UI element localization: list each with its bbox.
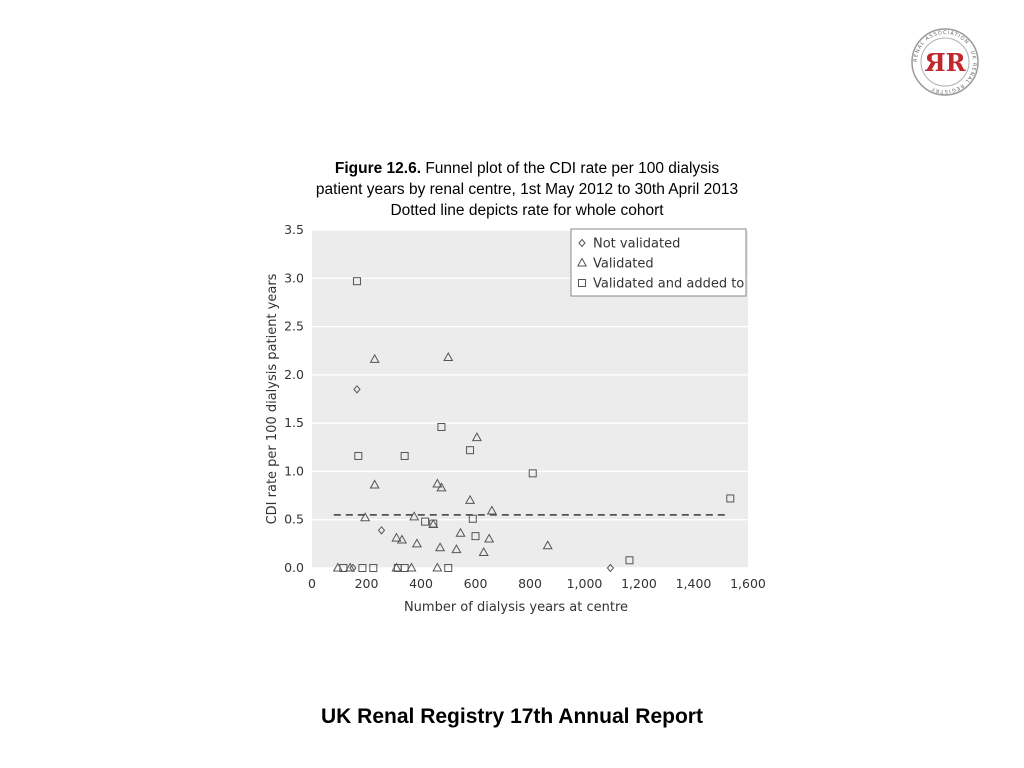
- triangle-point: [451, 544, 462, 554]
- square-point: [352, 277, 361, 286]
- square-point: [528, 469, 537, 478]
- triangle-point: [435, 542, 446, 552]
- funnel-plot-svg: 0.0 0.5 1.0 1.5 2.0 2.5 3.0 3.5 0 200 400 600 800 1,…: [265, 222, 766, 615]
- square-point: [339, 564, 348, 572]
- triangle-point: [360, 512, 371, 522]
- y-tick-label: 0.5: [284, 512, 304, 527]
- y-tick-label: 2.0: [284, 367, 304, 382]
- square-point: [358, 564, 367, 572]
- triangle-point: [411, 538, 422, 548]
- legend-label: Not validated: [593, 237, 680, 252]
- triangle-point: [471, 432, 482, 442]
- square-point: [437, 423, 446, 432]
- y-tick-label: 0.0: [284, 560, 304, 575]
- triangle-point: [432, 562, 443, 572]
- diamond-point: [606, 563, 615, 573]
- legend-label: Validated: [593, 257, 654, 272]
- triangle-point: [464, 494, 476, 504]
- svg-text:ЯR: ЯR: [924, 48, 966, 77]
- report-title: UK Renal Registry 17th Annual Report: [321, 705, 703, 728]
- x-tick-label: 800: [518, 576, 542, 591]
- square-point: [421, 517, 430, 526]
- y-tick-label: 1.0: [284, 463, 304, 478]
- y-tick-label: 3.5: [284, 222, 304, 237]
- renal-association-logo: RENAL ASSOCIATION · UK RENAL REGISTRY ЯR: [910, 27, 980, 97]
- x-tick-label: 600: [464, 576, 488, 591]
- y-tick-label: 3.0: [284, 270, 304, 285]
- triangle-point: [345, 562, 356, 572]
- triangle-point: [486, 505, 497, 515]
- x-tick-label: 0: [308, 576, 316, 591]
- x-tick-label: 1,600: [730, 576, 766, 591]
- triangle-point: [432, 478, 443, 488]
- y-tick-label: 1.5: [284, 415, 304, 430]
- square-point: [726, 494, 735, 503]
- triangle-point: [406, 562, 417, 572]
- legend-label: Validated and added to: [593, 277, 744, 292]
- legend-marker-triangle: [576, 257, 588, 267]
- data-points: [332, 277, 735, 573]
- caption-line-1: Funnel plot of the CDI rate per 100 dial…: [421, 160, 720, 177]
- diamond-point: [377, 526, 386, 535]
- diamond-point: [353, 385, 361, 394]
- triangle-point: [455, 527, 466, 537]
- y-axis-ticks: 0.0 0.5 1.0 1.5 2.0 2.5 3.0 3.5: [284, 222, 304, 575]
- square-point: [471, 532, 480, 541]
- triangle-point: [369, 353, 380, 363]
- square-point: [400, 564, 409, 572]
- y-axis-label: CDI rate per 100 dialysis patient years: [265, 273, 280, 524]
- triangle-point: [391, 532, 402, 542]
- x-tick-label: 1,200: [621, 576, 657, 591]
- legend: Not validated Validated Validated and adde…: [570, 228, 747, 297]
- triangle-point: [542, 540, 553, 550]
- figure-label: Figure 12.6.: [334, 160, 422, 177]
- square-point: [468, 514, 477, 523]
- funnel-plot: 0.0 0.5 1.0 1.5 2.0 2.5 3.0 3.5 0 200 400 600 800 1,…: [260, 218, 780, 623]
- caption-line-2: patient years by renal centre, 1st May 2…: [315, 181, 739, 198]
- legend-marker-square: [578, 279, 586, 287]
- triangle-point: [396, 534, 407, 544]
- x-axis-ticks: 0 200 400 600 800 1,000 1,200 1,400 1,600: [308, 576, 766, 591]
- square-point: [444, 564, 453, 572]
- triangle-point: [369, 479, 380, 489]
- figure-caption: Figure 12.6. Funnel plot of the CDI rate…: [262, 158, 792, 221]
- square-point: [466, 446, 475, 455]
- x-tick-label: 400: [409, 576, 433, 591]
- triangle-point: [484, 533, 495, 543]
- triangle-point: [443, 351, 454, 361]
- x-tick-label: 1,400: [676, 576, 712, 591]
- square-point: [354, 451, 363, 460]
- legend-marker-diamond: [578, 238, 586, 248]
- triangle-point: [436, 482, 447, 492]
- x-tick-label: 1,000: [567, 576, 603, 591]
- square-point: [400, 451, 409, 460]
- square-point: [625, 556, 634, 565]
- caption-line-3: Dotted line depicts rate for whole cohor…: [390, 202, 664, 219]
- legend-box: [570, 228, 747, 297]
- x-axis-label: Number of dialysis years at centre: [404, 600, 628, 615]
- y-tick-label: 2.5: [284, 319, 304, 334]
- triangle-point: [478, 547, 489, 557]
- x-tick-label: 200: [355, 576, 379, 591]
- square-point: [429, 519, 438, 528]
- triangle-point: [409, 511, 420, 521]
- square-point: [369, 564, 378, 572]
